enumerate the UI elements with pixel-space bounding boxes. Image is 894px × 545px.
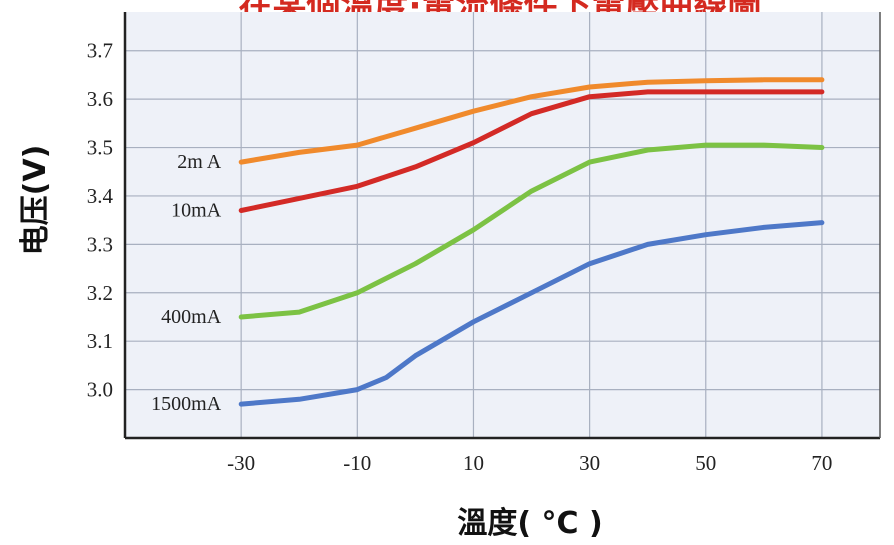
x-tick-label: 10	[463, 451, 484, 475]
y-tick-label: 3.4	[87, 184, 114, 208]
series-line-2ma	[238, 77, 825, 165]
series-line-1500ma	[238, 220, 825, 407]
y-tick-label: 3.7	[87, 39, 113, 63]
x-tick-label: 30	[579, 451, 600, 475]
series-line-400ma	[238, 142, 825, 320]
series-line-10ma	[238, 89, 825, 213]
y-tick-label: 3.0	[87, 378, 113, 402]
series-label: 1500mA	[151, 393, 222, 415]
x-axis-label: 溫度( °C )	[457, 506, 603, 541]
series-label: 400mA	[161, 306, 222, 328]
series-label: 2m A	[177, 151, 221, 173]
x-tick-label: 50	[695, 451, 716, 475]
plot-area	[125, 12, 880, 438]
y-tick-label: 3.3	[87, 232, 113, 256]
series-label: 10mA	[171, 199, 222, 221]
y-tick-label: 3.2	[87, 281, 113, 305]
x-tick-label: -10	[343, 451, 371, 475]
y-tick-label: 3.5	[87, 136, 113, 160]
y-tick-label: 3.6	[87, 87, 113, 111]
x-tick-label: 70	[811, 451, 832, 475]
y-tick-label: 3.1	[87, 329, 113, 353]
x-tick-label: -30	[227, 451, 255, 475]
